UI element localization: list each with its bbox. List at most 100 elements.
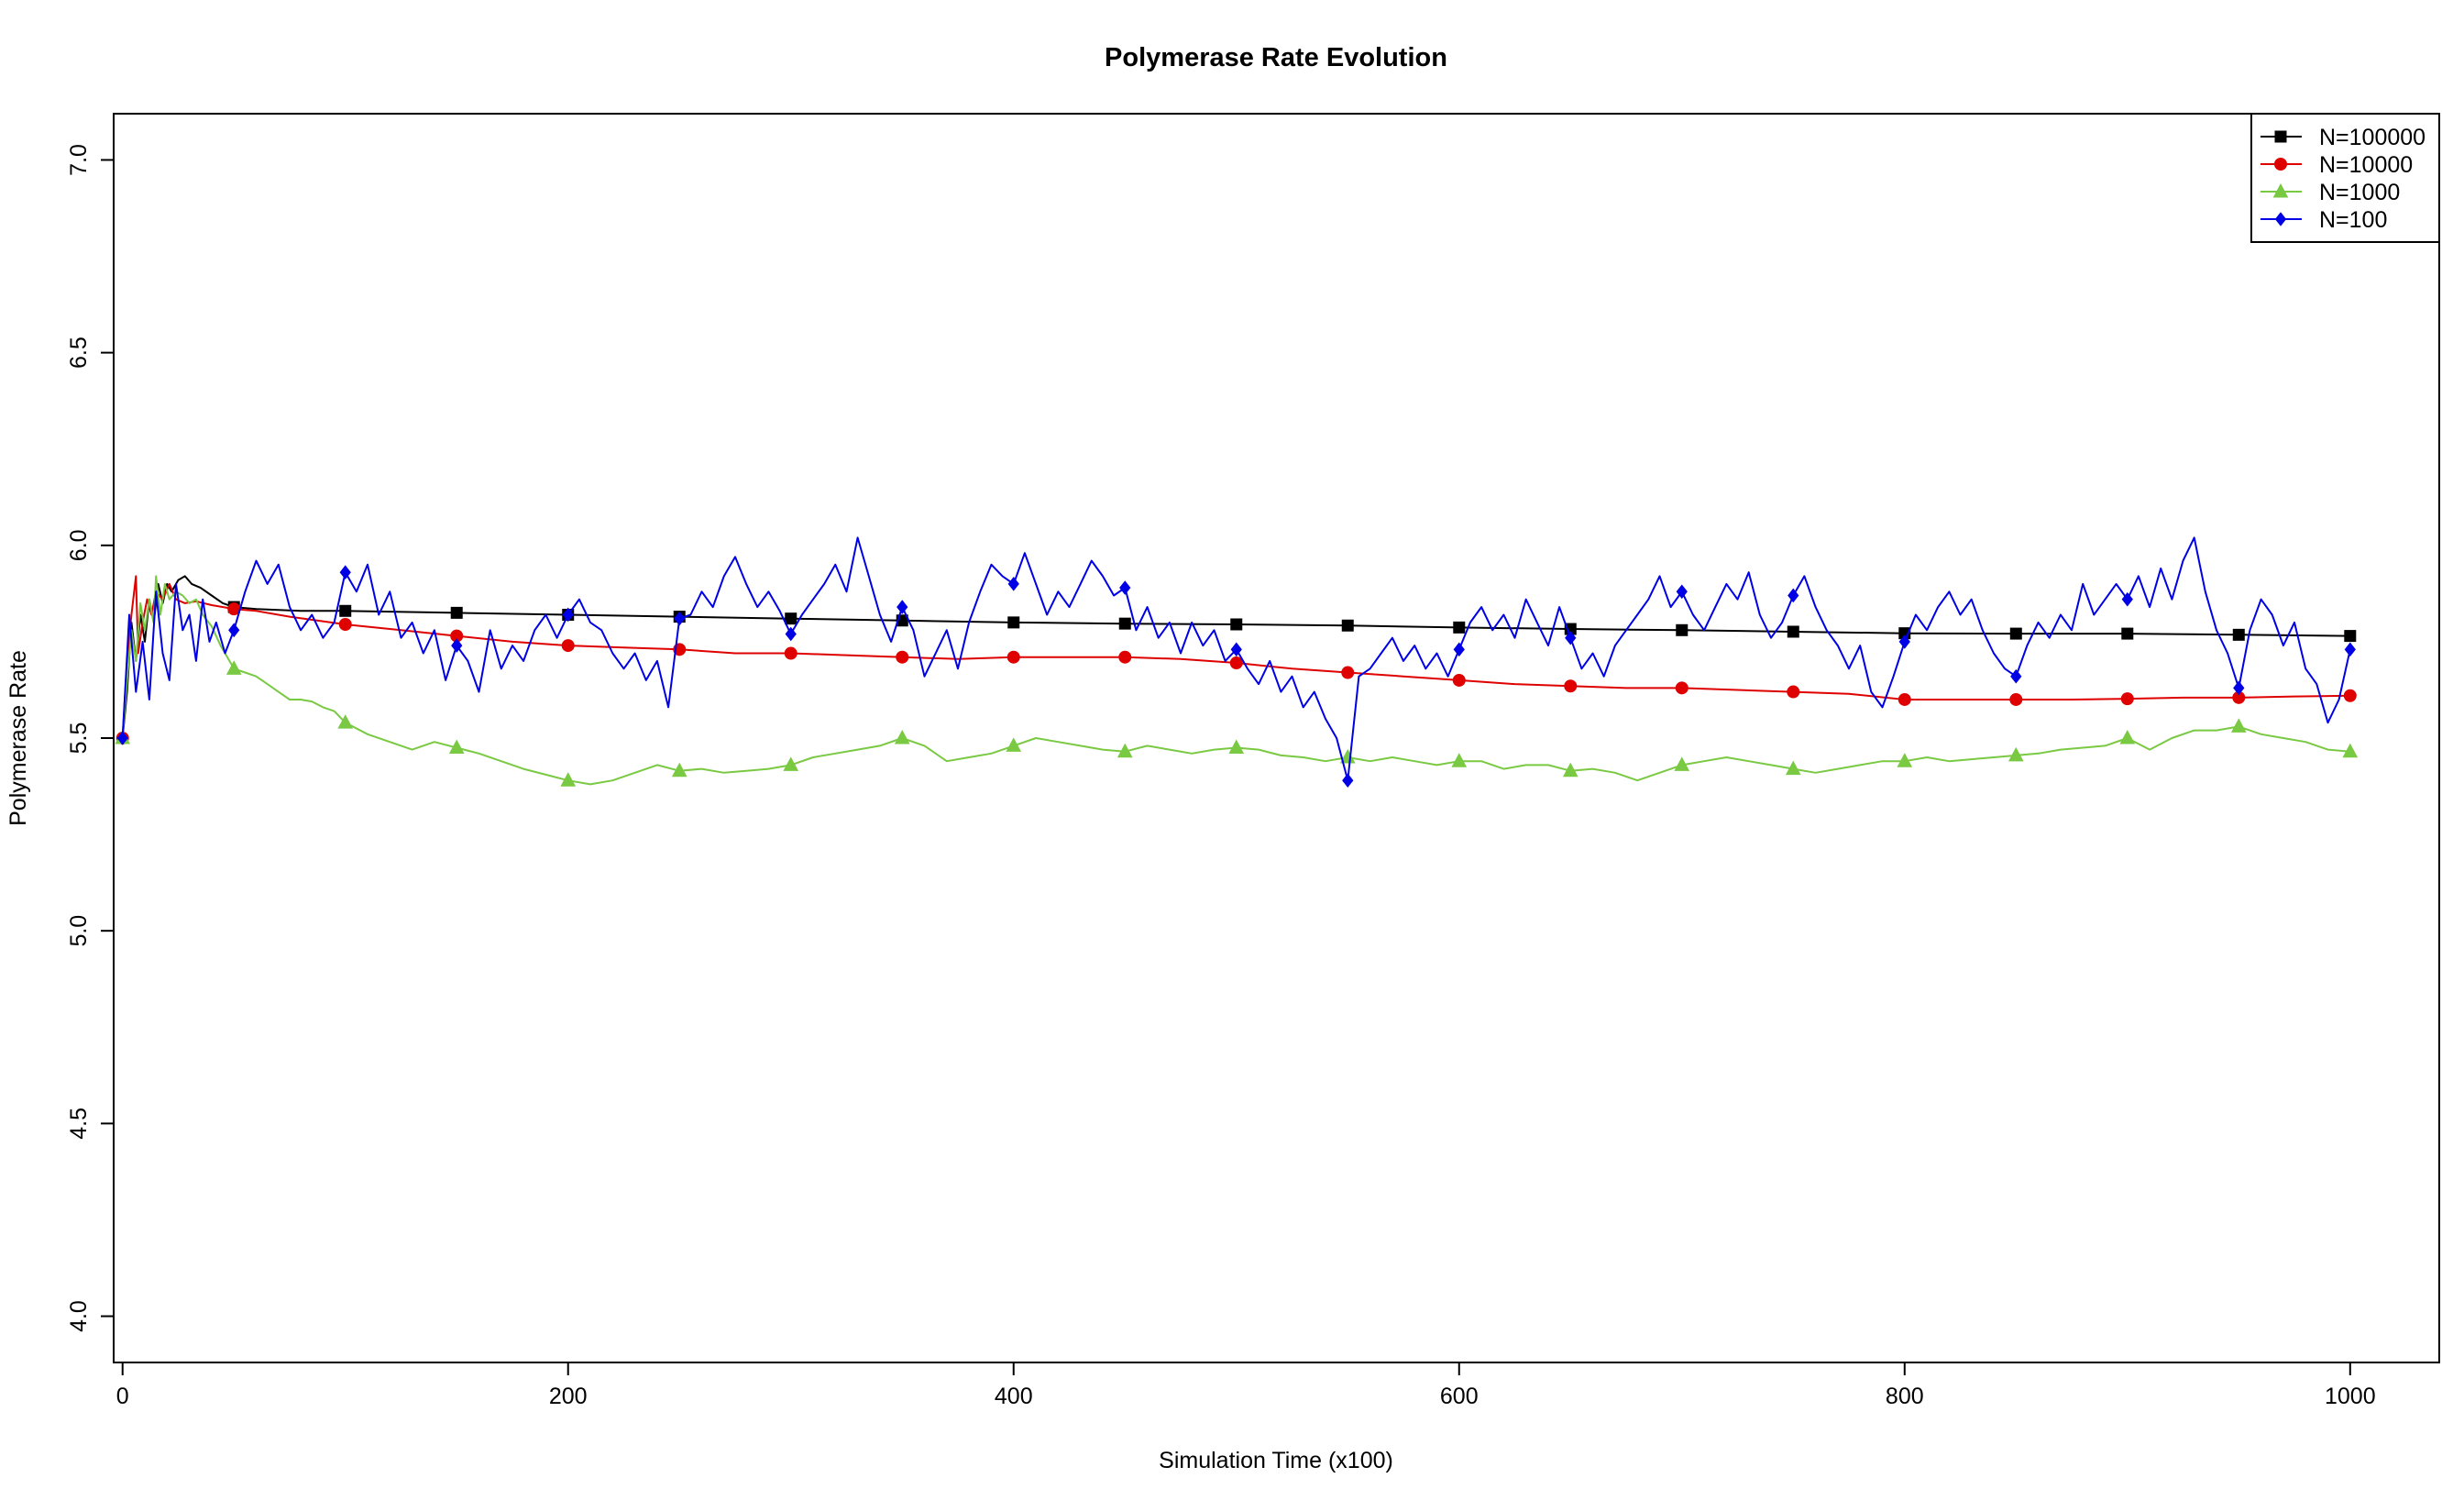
data-point	[116, 731, 128, 745]
data-point	[2010, 668, 2022, 684]
data-point	[1564, 679, 1578, 693]
legend-marker	[2274, 130, 2287, 143]
data-point	[1676, 584, 1688, 600]
x-tick-label: 1000	[2325, 1384, 2376, 1409]
data-point	[2008, 746, 2024, 762]
x-tick-label: 800	[1886, 1384, 1924, 1409]
data-point	[1342, 773, 1354, 789]
data-point	[1007, 577, 1019, 591]
chart-title: Polymerase Rate Evolution	[1105, 43, 1447, 72]
data-point	[562, 607, 574, 623]
data-point	[1119, 580, 1131, 595]
data-point	[561, 639, 575, 653]
legend-label: N=100	[2319, 207, 2387, 233]
data-point	[1341, 666, 1355, 679]
y-tick-label: 4.5	[66, 1108, 92, 1140]
data-point	[337, 714, 354, 729]
legend-entry: N=10000	[2260, 152, 2413, 178]
data-point	[1787, 625, 1799, 638]
legend-label: N=100000	[2319, 125, 2426, 150]
data-point	[228, 623, 240, 638]
data-point	[894, 729, 910, 744]
legend-entry: N=100000	[2260, 125, 2426, 150]
data-point	[2344, 642, 2356, 657]
y-tick-label: 5.5	[66, 722, 92, 755]
series-layer	[115, 536, 2359, 789]
x-axis-label: Simulation Time (x100)	[1159, 1448, 1393, 1473]
data-point	[1006, 737, 1022, 752]
data-point	[1228, 739, 1245, 755]
data-point	[1341, 619, 1354, 632]
data-point	[2119, 729, 2136, 744]
legend-marker	[2274, 158, 2287, 171]
data-point	[2121, 627, 2134, 640]
legend-entry: N=100	[2260, 207, 2387, 233]
data-point	[2344, 630, 2357, 643]
y-tick-label: 7.0	[66, 144, 92, 176]
x-tick-label: 0	[116, 1384, 129, 1409]
data-point	[896, 650, 909, 664]
legend-label: N=1000	[2319, 180, 2400, 205]
data-point	[1565, 630, 1577, 645]
data-point	[896, 600, 908, 614]
y-tick-label: 4.0	[66, 1300, 92, 1332]
x-tick-label: 600	[1440, 1384, 1479, 1409]
data-point	[1674, 756, 1690, 771]
legend-marker	[2274, 212, 2287, 226]
data-point	[2009, 627, 2022, 640]
data-point	[1898, 634, 1910, 649]
data-point	[1562, 762, 1578, 778]
data-point	[450, 606, 463, 619]
data-point	[2120, 692, 2134, 706]
data-point	[2232, 628, 2245, 641]
y-tick-label: 6.5	[66, 336, 92, 369]
data-point	[1230, 642, 1242, 657]
x-tick-label: 400	[995, 1384, 1033, 1409]
data-point	[785, 626, 797, 642]
data-point	[671, 762, 688, 778]
y-tick-label: 5.0	[66, 915, 92, 947]
series-n-100	[116, 536, 2356, 789]
legend-entry: N=1000	[2260, 180, 2400, 205]
plot-frame	[113, 113, 2440, 1363]
data-point	[783, 756, 799, 771]
y-axis-label: Polymerase Rate	[6, 650, 31, 826]
data-point	[1785, 760, 1801, 776]
data-point	[1118, 617, 1131, 630]
data-point	[339, 604, 352, 617]
data-point	[226, 660, 242, 675]
data-point	[338, 617, 352, 631]
legend-marker	[2272, 182, 2289, 198]
series-line	[121, 536, 2351, 782]
data-point	[1788, 588, 1799, 603]
data-point	[1116, 743, 1133, 758]
data-point	[1452, 673, 1466, 687]
data-point	[339, 565, 351, 580]
data-point	[1897, 753, 1913, 767]
data-point	[785, 612, 798, 625]
data-point	[1230, 618, 1243, 631]
data-point	[1451, 753, 1468, 767]
data-point	[2121, 591, 2133, 607]
data-point	[1229, 656, 1243, 670]
data-point	[1118, 650, 1132, 664]
data-point	[451, 638, 463, 653]
legend-label: N=10000	[2319, 152, 2413, 178]
data-point	[1007, 616, 1020, 629]
x-tick-label: 200	[549, 1384, 588, 1409]
x-axis: 0 200 400 600 800 1000	[116, 1362, 2376, 1409]
data-point	[674, 611, 686, 626]
y-axis: 4.0 4.5 5.0 5.5 6.0 6.5 7.0	[66, 144, 114, 1332]
data-point	[1675, 681, 1688, 695]
data-point	[2230, 718, 2247, 733]
data-point	[1787, 685, 1800, 699]
data-point	[2009, 692, 2023, 706]
data-point	[784, 646, 798, 660]
data-point	[1453, 642, 1465, 657]
y-tick-label: 6.0	[66, 529, 92, 561]
data-point	[560, 772, 577, 787]
data-point	[2233, 680, 2245, 696]
